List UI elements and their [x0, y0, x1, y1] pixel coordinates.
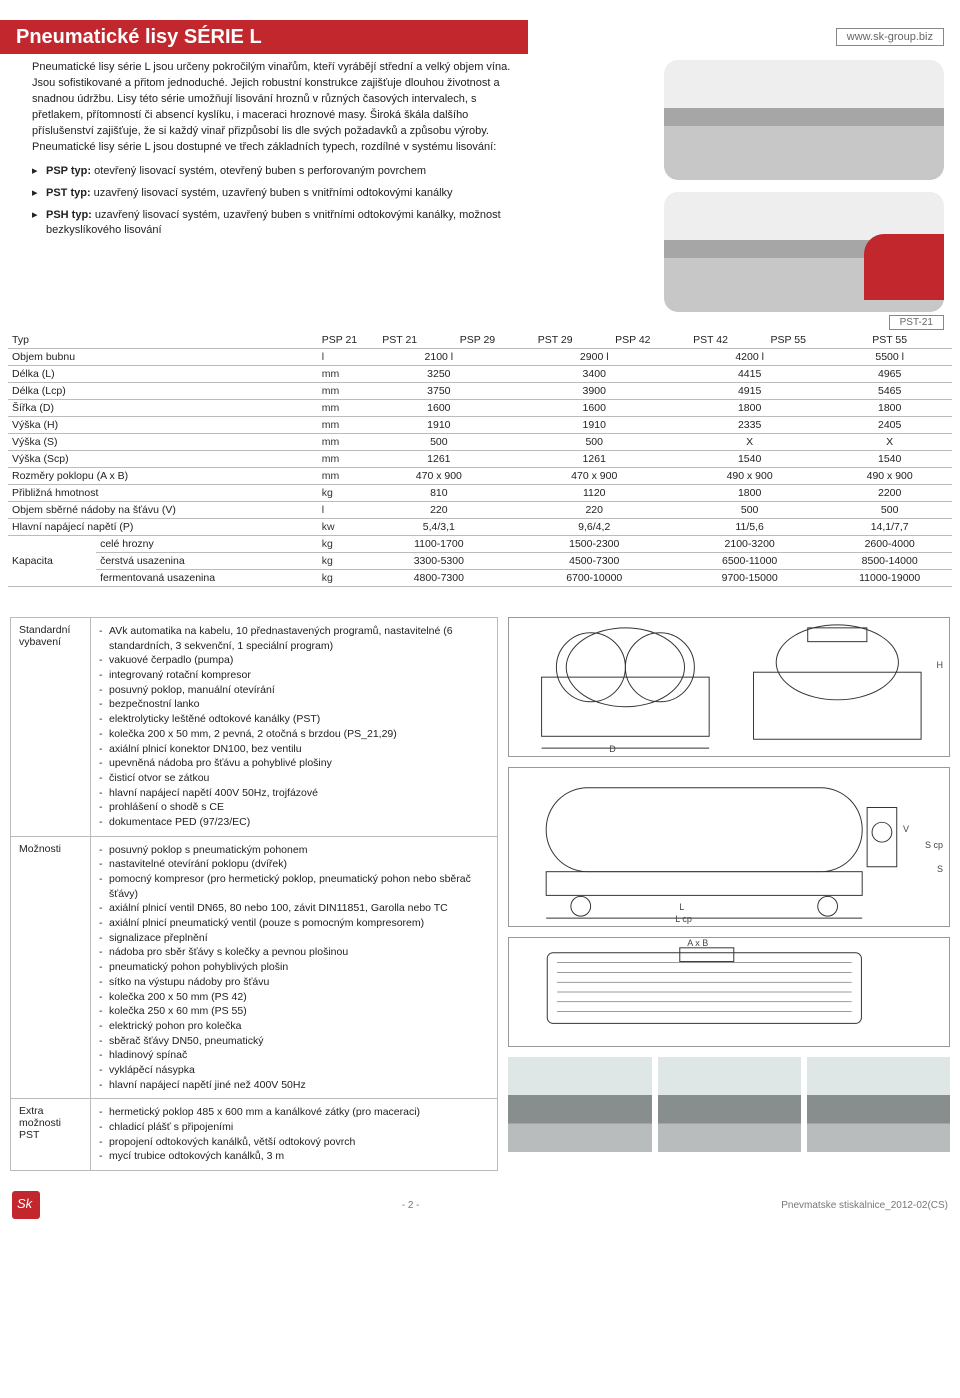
list-item: chladicí plášť s připojeními: [99, 1120, 489, 1135]
list-item: elektrolyticky leštěné odtokové kanálky …: [99, 712, 489, 727]
page-title: Pneumatické lisy SÉRIE L: [16, 26, 262, 49]
diagram-front-top: D H: [508, 617, 950, 757]
diagrams-column: D H V S S cp L L cp: [508, 617, 950, 1171]
list-item: mycí trubice odtokových kanálků, 3 m: [99, 1149, 489, 1164]
list-item: nádoba pro sběr šťávy s kolečky a pevnou…: [99, 945, 489, 960]
dim-L: L: [679, 902, 684, 912]
page-number: - 2 -: [40, 1200, 781, 1211]
list-item: posuvný poklop, manuální otevírání: [99, 683, 489, 698]
intro-paragraph: Pneumatické lisy série L jsou určeny pok…: [32, 60, 523, 156]
page-footer: - 2 - Pnevmatske stiskalnice_2012-02(CS): [0, 1181, 960, 1225]
list-item: AVk automatika na kabelu, 10 přednastave…: [99, 624, 489, 653]
list-item: elektrický pohon pro kolečka: [99, 1019, 489, 1034]
dim-S: S: [937, 864, 943, 874]
list-item: signalizace přeplnění: [99, 931, 489, 946]
sk-logo: [12, 1191, 40, 1219]
diagram-top-view: A x B: [508, 937, 950, 1047]
intro-column: Pneumatické lisy série L jsou určeny pok…: [32, 60, 523, 312]
dim-Lcp: L cp: [675, 914, 692, 924]
list-item: propojení odtokových kanálků, větší odto…: [99, 1135, 489, 1150]
detail-photos: [508, 1057, 950, 1152]
thumb-3: [807, 1057, 950, 1152]
list-item: pneumatický pohon pohyblivých plošin: [99, 960, 489, 975]
spec-table: TypPSP 21PST 21PSP 29PST 29PSP 42PST 42P…: [8, 332, 952, 587]
site-url: www.sk-group.biz: [836, 28, 944, 46]
photo-caption: PST-21: [889, 315, 944, 330]
press-photo-open: [664, 60, 944, 180]
press-photo-closed: [664, 192, 944, 312]
list-item: integrovaný rotační kompresor: [99, 668, 489, 683]
dim-D: D: [609, 744, 616, 754]
doc-name: Pnevmatske stiskalnice_2012-02(CS): [781, 1200, 948, 1211]
list-item: axiální plnicí pneumatický ventil (pouze…: [99, 916, 489, 931]
list-item: vakuové čerpadlo (pumpa): [99, 653, 489, 668]
dim-AxB: A x B: [687, 938, 708, 948]
press-photos: PST-21: [543, 60, 944, 312]
list-item: kolečka 200 x 50 mm, 2 pevná, 2 otočná s…: [99, 727, 489, 742]
list-item: hladinový spínač: [99, 1048, 489, 1063]
list-item: kolečka 200 x 50 mm (PS 42): [99, 990, 489, 1005]
list-item: hlavní napájecí napětí 400V 50Hz, trojfá…: [99, 786, 489, 801]
dim-Scp: S cp: [925, 840, 943, 850]
list-item: sítko na výstupu nádoby pro šťávu: [99, 975, 489, 990]
std-equip-label: Standardní vybavení: [11, 618, 91, 837]
spec-table-region: TypPSP 21PST 21PSP 29PST 29PSP 42PST 42P…: [0, 320, 960, 595]
list-item: čisticí otvor se zátkou: [99, 771, 489, 786]
type-bullet: PST typ: uzavřený lisovací systém, uzavř…: [32, 186, 523, 202]
equipment-table: Standardní vybavení AVk automatika na ka…: [10, 617, 498, 1171]
list-item: nastavitelné otevírání poklopu (dvířek): [99, 857, 489, 872]
list-item: posuvný poklop s pneumatickým pohonem: [99, 843, 489, 858]
list-item: vyklápěcí násypka: [99, 1063, 489, 1078]
list-item: kolečka 250 x 60 mm (PS 55): [99, 1004, 489, 1019]
type-bullet: PSP typ: otevřený lisovací systém, otevř…: [32, 164, 523, 180]
list-item: prohlášení o shodě s CE: [99, 800, 489, 815]
type-bullet: PSH typ: uzavřený lisovací systém, uzavř…: [32, 208, 523, 240]
list-item: bezpečnostní lanko: [99, 697, 489, 712]
page-title-band: Pneumatické lisy SÉRIE L: [0, 20, 528, 54]
list-item: upevněná nádoba pro šťávu a pohyblivé pl…: [99, 756, 489, 771]
list-item: dokumentace PED (97/23/EC): [99, 815, 489, 830]
list-item: hermetický poklop 485 x 600 mm a kanálko…: [99, 1105, 489, 1120]
list-item: axiální plnicí ventil DN65, 80 nebo 100,…: [99, 901, 489, 916]
list-item: pomocný kompresor (pro hermetický poklop…: [99, 872, 489, 901]
list-item: hlavní napájecí napětí jiné než 400V 50H…: [99, 1078, 489, 1093]
options-label: Možnosti: [11, 836, 91, 1099]
list-item: sběrač šťávy DN50, pneumatický: [99, 1034, 489, 1049]
thumb-2: [658, 1057, 801, 1152]
extra-pst-label: Extra možnosti PST: [11, 1099, 91, 1171]
diagram-side: V S S cp L L cp: [508, 767, 950, 927]
thumb-1: [508, 1057, 651, 1152]
list-item: axiální plnicí konektor DN100, bez venti…: [99, 742, 489, 757]
dim-H: H: [937, 660, 944, 670]
dim-V: V: [903, 824, 909, 834]
